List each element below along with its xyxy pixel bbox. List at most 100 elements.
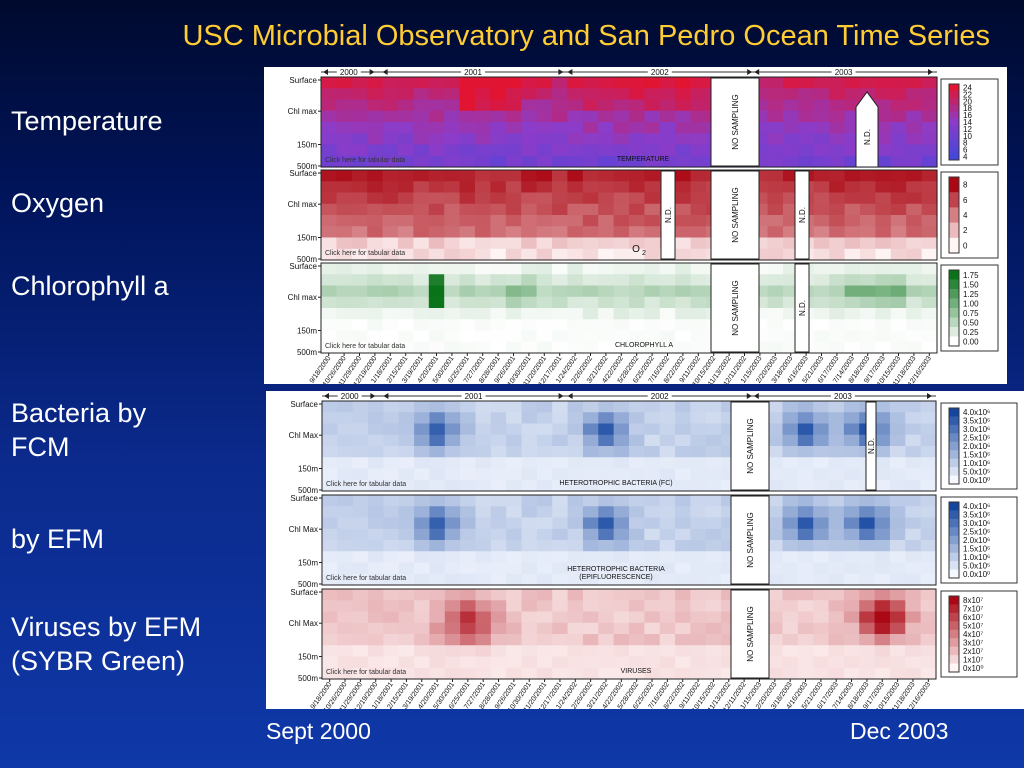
- no-sampling-box: [730, 401, 770, 491]
- heat-cell: [644, 110, 661, 123]
- legend-swatch: [949, 561, 959, 570]
- heat-cell: [490, 110, 507, 123]
- no-sampling-box: [710, 77, 760, 167]
- heat-cell: [428, 77, 445, 89]
- heat-cell: [490, 263, 507, 275]
- heat-cell: [675, 551, 691, 564]
- heat-cell: [460, 540, 477, 552]
- heat-cell: [659, 99, 676, 112]
- legend-label: 2: [963, 226, 968, 235]
- heat-cell: [322, 622, 338, 635]
- no-sampling-label: NO SAMPLING: [746, 512, 755, 568]
- heat-cell: [505, 133, 522, 146]
- heat-cell: [352, 611, 369, 624]
- heat-cell: [906, 170, 923, 182]
- year-label-bg: [831, 68, 856, 76]
- heat-cell: [721, 506, 738, 519]
- year-label-2000: 2000: [340, 68, 358, 77]
- heat-cell: [613, 88, 630, 101]
- heat-cell: [690, 573, 707, 586]
- heat-cell: [536, 285, 553, 298]
- heat-cell: [521, 412, 538, 425]
- nd-label: N.D.: [867, 438, 876, 454]
- heat-cell: [875, 133, 892, 146]
- heat-cell: [797, 423, 814, 436]
- heat-cell: [875, 226, 892, 239]
- heat-cell: [906, 341, 923, 354]
- heat-cell: [444, 457, 461, 470]
- heat-cell: [567, 656, 584, 669]
- heat-cell: [828, 562, 845, 575]
- heat-cell: [798, 110, 815, 123]
- heat-cell: [460, 589, 477, 601]
- heat-cell: [582, 248, 599, 261]
- legend-swatch: [949, 222, 959, 239]
- heat-cell: [629, 412, 645, 425]
- heat-cell: [460, 611, 477, 624]
- heat-cell: [444, 468, 461, 481]
- heat-cell: [629, 330, 645, 343]
- heat-cell: [414, 412, 431, 425]
- heat-cell: [844, 226, 861, 239]
- heat-cell: [889, 423, 906, 436]
- heat-cell: [368, 446, 384, 458]
- heat-cell: [920, 540, 937, 552]
- heat-cell: [875, 122, 892, 134]
- heat-cell: [536, 133, 553, 146]
- heat-cell: [860, 296, 876, 309]
- heat-cell: [644, 296, 661, 309]
- tabular-data-link: Click here for tabular data: [325, 157, 405, 164]
- heat-cell: [429, 434, 446, 447]
- heat-cell: [767, 215, 784, 227]
- heat-cell: [398, 611, 415, 624]
- heat-cell: [382, 263, 399, 275]
- heat-cell: [752, 77, 769, 89]
- heat-cell: [675, 274, 692, 287]
- heat-cell: [460, 434, 477, 447]
- heat-cell: [367, 133, 384, 146]
- heat-cell: [829, 263, 846, 275]
- heat-cell: [920, 495, 937, 507]
- heat-cell: [322, 611, 338, 624]
- legend-label: 0.00: [963, 337, 979, 346]
- heat-cell: [598, 551, 615, 564]
- heat-cell: [859, 600, 876, 613]
- heat-cell: [920, 401, 937, 413]
- heat-cell: [567, 99, 584, 112]
- depth-label: 500m: [298, 674, 318, 683]
- heat-cell: [368, 517, 384, 530]
- year-label-2000: 2000: [341, 392, 359, 401]
- heat-cell: [905, 506, 922, 519]
- heat-cell: [490, 226, 507, 239]
- heat-cell: [767, 155, 784, 168]
- heat-cell: [398, 88, 414, 101]
- heat-cell: [383, 401, 400, 413]
- heat-cell: [582, 495, 599, 507]
- heat-cell: [336, 99, 353, 112]
- heat-cell: [413, 110, 430, 123]
- heat-cell: [690, 540, 707, 552]
- depth-label: Chl Max: [289, 431, 318, 440]
- heat-cell: [598, 622, 615, 635]
- heat-cell: [322, 401, 338, 413]
- heat-cell: [613, 319, 630, 332]
- legend-swatch: [949, 450, 959, 460]
- heat-cell: [413, 192, 430, 205]
- heat-cell: [613, 215, 630, 227]
- heat-cell: [889, 479, 906, 492]
- heat-cell: [398, 144, 414, 157]
- heat-cell: [444, 170, 461, 182]
- heat-cell: [444, 434, 461, 447]
- heat-cell: [567, 622, 584, 635]
- heat-cell: [428, 181, 445, 194]
- heat-cell: [783, 88, 799, 101]
- heat-cell: [351, 274, 368, 287]
- heat-cell: [336, 215, 353, 227]
- heat-cell: [613, 263, 630, 275]
- heat-cell: [874, 667, 891, 680]
- heat-cell: [906, 215, 923, 227]
- heat-cell: [552, 495, 569, 507]
- heat-cell: [367, 274, 384, 287]
- heat-cell: [505, 122, 522, 134]
- heat-cell: [552, 634, 569, 646]
